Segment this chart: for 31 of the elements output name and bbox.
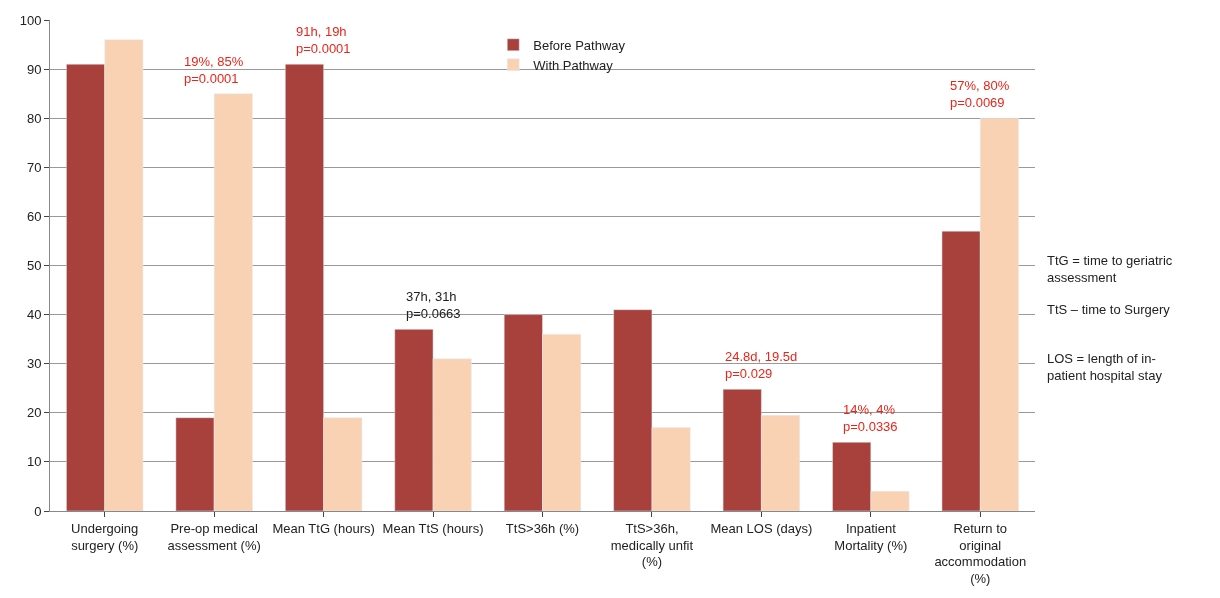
text: LOS = length of in-patient hospital stay bbox=[1047, 351, 1163, 383]
y-tick-label: 10 bbox=[26, 454, 42, 470]
x-tick-label: Pre-op medical assessment (%) bbox=[167, 520, 261, 553]
x-tick-label: TtS>36h (%) bbox=[505, 520, 580, 536]
y-tick-label: 70 bbox=[26, 159, 42, 175]
x-tick-label: Return to original accommodation (%) bbox=[934, 520, 1027, 587]
y-tick-label: 40 bbox=[26, 307, 42, 323]
y-tick-label: 30 bbox=[26, 356, 42, 372]
y-tick-label: 100 bbox=[19, 12, 42, 28]
annotation: 14%, 4% p=0.0336 bbox=[843, 402, 898, 434]
x-tick-label: Mean LOS (days) bbox=[710, 520, 813, 536]
annotation: 19%, 85% p=0.0001 bbox=[184, 54, 244, 86]
legend-label: Before Pathway bbox=[533, 37, 626, 53]
annotation: 24.8d, 19.5d p=0.029 bbox=[725, 349, 798, 381]
y-tick-label: 0 bbox=[34, 503, 42, 519]
legend-label: With Pathway bbox=[533, 57, 614, 73]
y-tick-label: 90 bbox=[26, 61, 42, 77]
y-tick-label: 60 bbox=[26, 208, 42, 224]
x-tick-label: TtS>36h, medically unfit (%) bbox=[610, 520, 694, 570]
y-tick-label: 20 bbox=[26, 405, 42, 421]
y-tick-label: 80 bbox=[26, 110, 42, 126]
x-tick-label: Mean TtS (hours) bbox=[382, 520, 484, 536]
x-tick-label: Undergoing surgery (%) bbox=[71, 520, 139, 553]
annotation: 37h, 31h p=0.0663 bbox=[406, 289, 461, 321]
y-tick-label: 50 bbox=[26, 258, 42, 274]
text: TtS – time to Surgery bbox=[1047, 302, 1171, 317]
x-tick-label: Mean TtG (hours) bbox=[272, 520, 375, 536]
x-tick-label: Inpatient Mortality (%) bbox=[834, 520, 908, 553]
text: TtG = time to geriatric assessment bbox=[1047, 253, 1173, 285]
annotation: 91h, 19h p=0.0001 bbox=[296, 24, 351, 56]
annotation: 57%, 80% p=0.0069 bbox=[950, 78, 1010, 110]
